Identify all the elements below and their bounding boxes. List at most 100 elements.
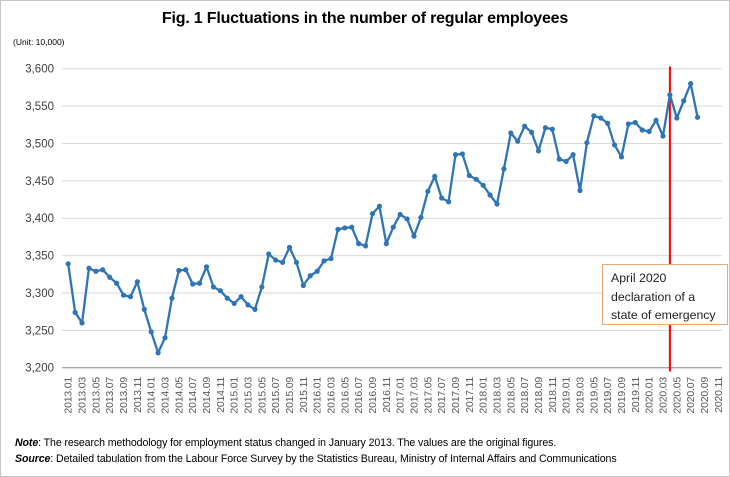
data-point [646, 128, 652, 135]
annotation-line-1: April 2020 [611, 271, 667, 285]
data-point [632, 119, 638, 126]
data-point [598, 115, 604, 121]
y-tick-label: 3,250 [25, 325, 54, 337]
data-point [418, 214, 424, 221]
data-point [494, 201, 500, 207]
x-tick-label: 2018.05 [505, 377, 517, 414]
x-tick-label: 2019.01 [561, 377, 573, 414]
source-text: : Detailed tabulation from the Labour Fo… [50, 452, 617, 465]
x-tick-label: 2018.03 [491, 377, 503, 414]
data-point [356, 241, 362, 247]
data-point [508, 130, 514, 136]
data-point [466, 172, 472, 179]
y-tick-label: 3,500 [25, 138, 54, 150]
data-point [376, 203, 383, 209]
data-point [300, 282, 306, 289]
data-point [252, 306, 258, 312]
data-point [155, 350, 161, 356]
data-point [231, 300, 237, 307]
data-point [618, 154, 625, 160]
data-point [107, 274, 113, 280]
data-point [570, 152, 576, 158]
y-tick-label: 3,400 [25, 213, 54, 225]
data-point [134, 279, 140, 285]
data-point [535, 148, 542, 154]
annotation-line-2: declaration of a [611, 289, 696, 304]
data-point [688, 81, 694, 87]
x-tick-label: 2015.01 [229, 377, 241, 414]
data-point [480, 182, 486, 188]
data-point [65, 261, 71, 267]
data-point [114, 280, 120, 286]
data-point [515, 138, 521, 144]
data-point [667, 92, 673, 98]
data-point [473, 176, 479, 182]
data-point [694, 114, 701, 120]
x-tick-label: 2020.01 [644, 377, 656, 414]
y-tick-label: 3,550 [25, 101, 54, 113]
x-tick-label: 2013.09 [118, 377, 130, 414]
data-point [425, 188, 431, 194]
data-point [197, 280, 203, 286]
data-point [100, 267, 106, 273]
data-point [273, 257, 279, 263]
data-point [459, 151, 466, 157]
source-line: Source: Detailed tabulation from the Lab… [15, 452, 617, 468]
x-tick-label: 2015.09 [284, 377, 296, 414]
data-point [280, 259, 286, 265]
data-point [439, 195, 445, 201]
data-point [176, 267, 182, 274]
data-point [217, 288, 223, 294]
x-tick-label: 2020.03 [657, 377, 669, 414]
data-point [411, 233, 417, 239]
y-tick-label: 3,600 [25, 64, 54, 76]
x-tick-label: 2016.05 [339, 377, 351, 414]
footnotes: Note: The research methodology for emplo… [15, 436, 617, 467]
y-tick-label: 3,450 [25, 176, 54, 188]
data-point [349, 224, 355, 230]
data-point [383, 241, 389, 247]
data-point [611, 142, 618, 148]
x-tick-label: 2020.07 [685, 377, 697, 414]
data-point [245, 302, 251, 308]
data-point [397, 211, 403, 218]
note-line: Note: The research methodology for emplo… [15, 436, 617, 452]
x-tick-label: 2016.03 [326, 377, 338, 414]
x-tick-label: 2017.11 [464, 377, 476, 413]
data-point [321, 258, 327, 264]
data-point [452, 152, 459, 158]
data-point [238, 294, 244, 300]
data-point [141, 306, 147, 312]
x-tick-label: 2015.07 [270, 377, 282, 414]
x-tick-label: 2017.07 [436, 377, 448, 414]
data-point [79, 320, 85, 326]
x-tick-label: 2016.07 [353, 377, 365, 414]
x-tick-label: 2019.11 [630, 377, 642, 413]
x-tick-label: 2013.11 [132, 377, 144, 413]
data-point [660, 133, 666, 139]
employees-line [67, 82, 699, 354]
data-point [86, 265, 92, 271]
data-point [190, 281, 196, 287]
data-point [328, 255, 334, 262]
data-point [169, 295, 175, 301]
data-point [335, 226, 341, 233]
data-point [681, 98, 687, 104]
x-tick-label: 2016.01 [312, 377, 324, 414]
x-tick-label: 2013.01 [63, 377, 75, 414]
x-tick-label: 2014.09 [201, 377, 213, 414]
x-tick-label: 2013.07 [104, 377, 116, 414]
data-point [342, 225, 348, 231]
data-point [162, 335, 168, 341]
data-point [556, 156, 562, 162]
y-tick-label: 3,200 [25, 363, 54, 375]
x-tick-label: 2014.11 [215, 377, 227, 413]
x-tick-label: 2018.07 [519, 377, 531, 414]
data-point [445, 199, 452, 205]
x-tick-label: 2016.11 [381, 377, 393, 413]
data-point [93, 268, 99, 274]
data-point [528, 129, 535, 135]
x-tick-label: 2013.03 [77, 377, 89, 414]
